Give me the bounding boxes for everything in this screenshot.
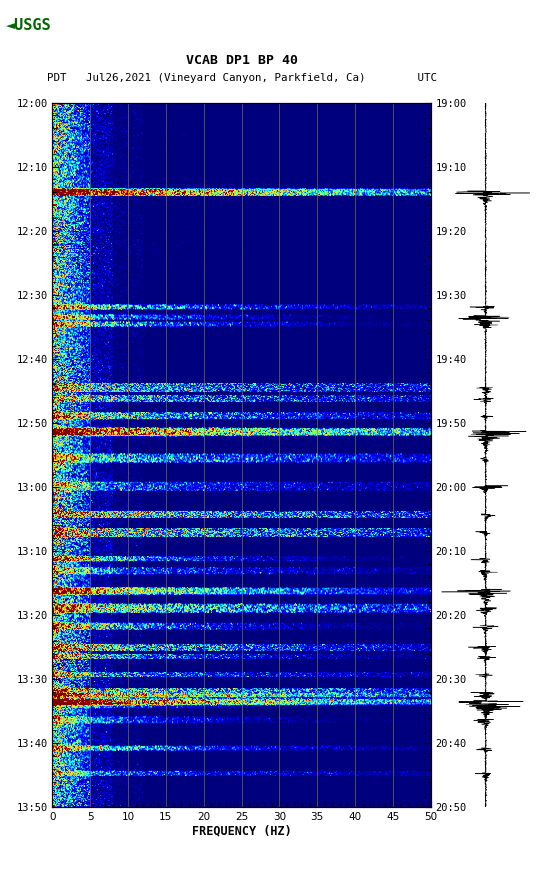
Text: VCAB DP1 BP 40: VCAB DP1 BP 40 [186, 54, 298, 67]
X-axis label: FREQUENCY (HZ): FREQUENCY (HZ) [192, 825, 291, 838]
Text: PDT   Jul26,2021 (Vineyard Canyon, Parkfield, Ca)        UTC: PDT Jul26,2021 (Vineyard Canyon, Parkfie… [47, 73, 437, 84]
Text: ◄USGS: ◄USGS [6, 19, 51, 33]
